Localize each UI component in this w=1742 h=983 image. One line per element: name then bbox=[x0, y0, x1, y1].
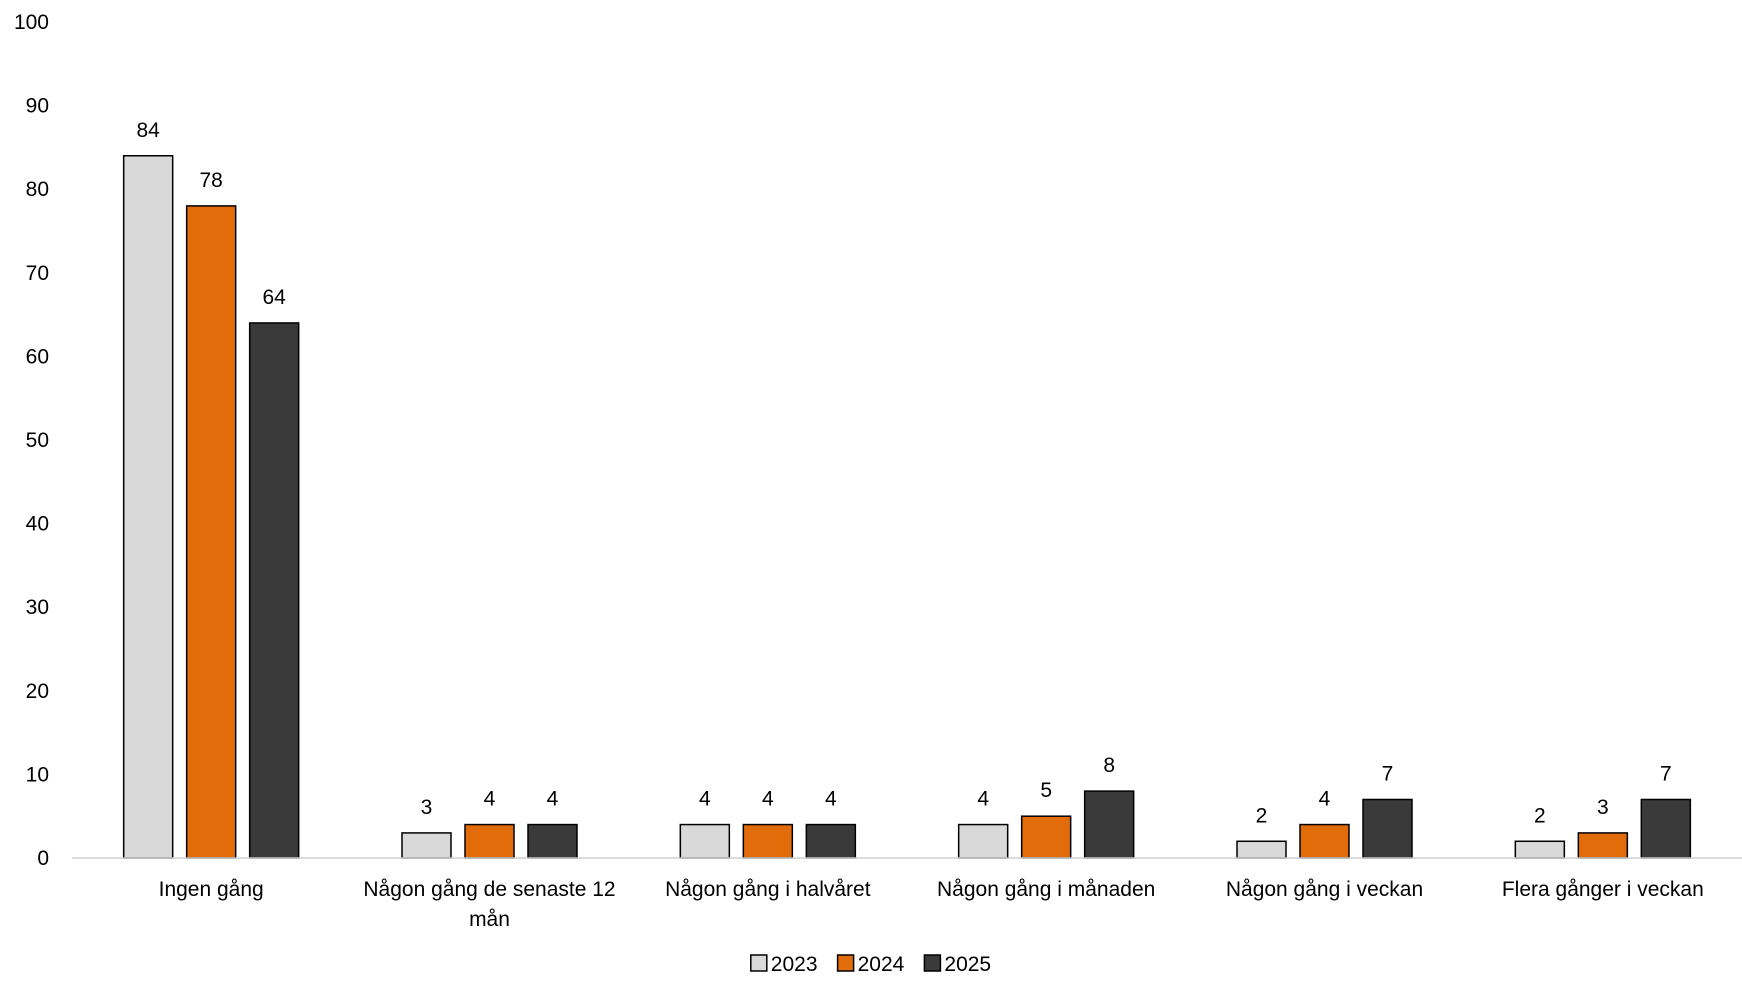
data-label: 84 bbox=[136, 119, 160, 142]
bar bbox=[122, 155, 174, 859]
y-tick-label: 70 bbox=[26, 262, 49, 285]
data-label: 78 bbox=[199, 169, 222, 192]
y-tick-label: 60 bbox=[26, 345, 49, 368]
legend-label: 2023 bbox=[771, 953, 818, 976]
data-label: 7 bbox=[1660, 762, 1672, 785]
bars bbox=[122, 155, 1692, 859]
data-label: 4 bbox=[699, 788, 711, 811]
bar bbox=[1020, 815, 1072, 859]
legend-label: 2024 bbox=[858, 953, 905, 976]
x-tick-label: Ingen gång bbox=[159, 878, 264, 901]
y-tick-label: 100 bbox=[14, 11, 49, 34]
data-label: 7 bbox=[1382, 762, 1394, 785]
bar bbox=[248, 322, 300, 859]
bar bbox=[1236, 840, 1287, 859]
y-tick-label: 10 bbox=[26, 763, 49, 786]
legend: 2023 2024 2025 bbox=[750, 953, 991, 976]
data-label: 2 bbox=[1534, 804, 1546, 827]
bar bbox=[1362, 798, 1413, 859]
data-label: 64 bbox=[262, 286, 286, 309]
x-tick-label: Någon gång i månaden bbox=[937, 878, 1155, 901]
legend-swatch bbox=[923, 954, 942, 972]
bar bbox=[805, 823, 857, 859]
bar bbox=[957, 823, 1009, 859]
data-label: 3 bbox=[421, 796, 433, 819]
y-tick-label: 80 bbox=[26, 178, 49, 201]
y-tick-label: 50 bbox=[26, 429, 49, 452]
bar bbox=[742, 823, 794, 859]
y-tick-label: 40 bbox=[26, 513, 49, 536]
y-tick-label: 30 bbox=[26, 596, 49, 619]
data-label: 4 bbox=[547, 788, 559, 811]
data-label: 4 bbox=[977, 788, 989, 811]
data-label: 8 bbox=[1103, 754, 1115, 777]
bar bbox=[1083, 790, 1135, 859]
bar bbox=[401, 832, 452, 859]
data-label: 4 bbox=[825, 788, 837, 811]
x-axis: Ingen gång Någon gång de senaste 12 mån Någ… bbox=[159, 878, 1704, 931]
x-tick-label: Någon gång i veckan bbox=[1226, 878, 1423, 901]
bar bbox=[1514, 840, 1566, 859]
bar bbox=[1577, 832, 1629, 859]
y-axis: 0 10 20 30 40 50 60 70 80 90 100 bbox=[14, 11, 49, 870]
data-label: 2 bbox=[1256, 804, 1268, 827]
legend-swatch bbox=[750, 954, 768, 972]
bar bbox=[1640, 798, 1692, 859]
legend-label: 2025 bbox=[944, 953, 991, 976]
data-label: 4 bbox=[484, 788, 496, 811]
bar bbox=[464, 823, 515, 859]
data-label: 4 bbox=[762, 788, 774, 811]
x-tick-label: Flera gånger i veckan bbox=[1502, 878, 1704, 901]
bar bbox=[185, 205, 237, 859]
y-tick-label: 0 bbox=[37, 847, 49, 870]
bar bbox=[527, 823, 578, 859]
data-label: 5 bbox=[1040, 779, 1052, 802]
bar bbox=[679, 823, 731, 859]
bar bbox=[1299, 823, 1350, 859]
data-label: 4 bbox=[1319, 788, 1331, 811]
x-tick-label: Någon gång de senaste 12 mån bbox=[363, 878, 615, 931]
data-label: 3 bbox=[1597, 796, 1609, 819]
y-tick-label: 20 bbox=[26, 680, 49, 703]
legend-swatch bbox=[836, 954, 855, 972]
y-tick-label: 90 bbox=[26, 95, 49, 118]
x-tick-label: Någon gång i halvåret bbox=[665, 878, 871, 901]
